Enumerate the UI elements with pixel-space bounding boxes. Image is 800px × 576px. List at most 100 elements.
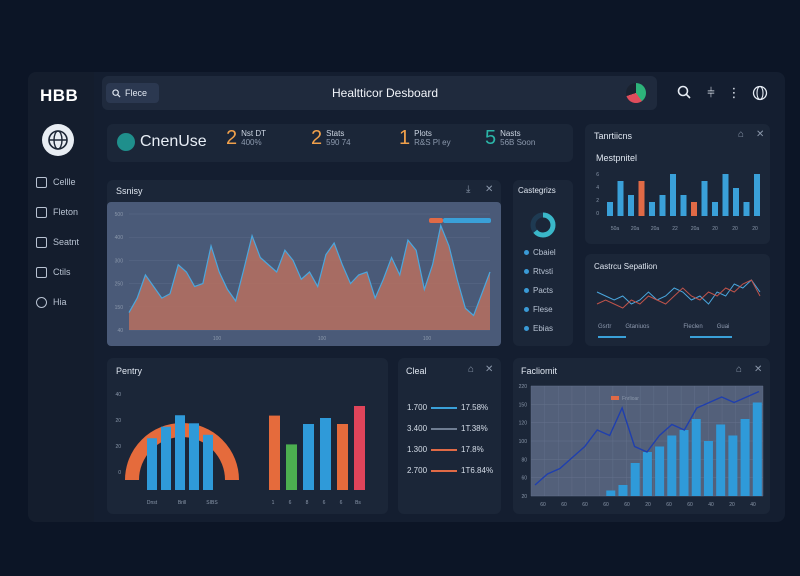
x-tick-label: SIBS: [206, 500, 218, 506]
x-tick-label: 60: [540, 502, 546, 508]
category-item[interactable]: Rtvsti: [524, 267, 553, 276]
legend-entry: Fleclen: [683, 324, 703, 330]
category-item[interactable]: Flese: [524, 305, 553, 314]
x-tick-label: 20: [752, 226, 758, 232]
sidebar-item-3[interactable]: Ctils: [36, 264, 71, 280]
x-tick-label: Dnst: [147, 500, 158, 506]
panel-title: Pentry: [116, 366, 143, 376]
bar: [679, 430, 689, 496]
y-tick-label: 40: [115, 392, 121, 398]
x-tick-label: 20a: [651, 226, 660, 232]
bar: [712, 202, 718, 216]
y-tick-label: 6: [596, 172, 599, 178]
stat-value: 56B Soon: [500, 138, 536, 147]
settings-icon: [36, 296, 47, 308]
row-bar: [431, 448, 458, 451]
close-icon[interactable]: ✕: [756, 129, 765, 140]
legend-swatch: [429, 218, 443, 223]
panel-title: Cleal: [406, 366, 427, 376]
stat-number: 1: [399, 127, 411, 149]
x-tick-label: 20a: [691, 226, 700, 232]
bar: [175, 415, 185, 490]
x-tick-label: 20: [729, 502, 735, 508]
stat-number: 2: [226, 127, 238, 149]
sidebar-item-4[interactable]: Hia: [36, 294, 67, 310]
survey-area-chart: 500 400 300 250 150 40 100 100 100: [107, 202, 501, 346]
search-label: Flece: [125, 88, 148, 98]
y-tick-label: 300: [115, 258, 124, 264]
bar: [203, 434, 213, 490]
panel-title: Castrcu Sepatlion: [594, 262, 658, 271]
x-tick-label: Brill: [178, 500, 186, 506]
y-tick-label: 80: [521, 457, 527, 463]
bar: [716, 424, 726, 496]
brand-name: CnenUse: [140, 133, 207, 150]
categories-panel: [513, 180, 573, 346]
close-icon[interactable]: ✕: [485, 364, 494, 375]
legend-entry: Gtaniuos: [625, 324, 650, 330]
bar: [691, 202, 697, 216]
bar: [161, 426, 171, 490]
avatar[interactable]: [626, 83, 646, 103]
x-tick-label: 60: [561, 502, 567, 508]
y-tick-label: 400: [115, 235, 124, 241]
close-icon[interactable]: ✕: [754, 364, 763, 375]
distribution-legend: Gsrtr Gtaniuos Fleclen Guai: [598, 324, 729, 330]
cleal-row: 3.400 1T.38%: [407, 424, 488, 433]
sidebar-item-0[interactable]: Cellle: [36, 174, 76, 190]
app-logo: HBB: [40, 86, 79, 105]
filter-icon[interactable]: ⫩: [707, 85, 715, 100]
bar: [740, 419, 750, 496]
stat-number: 2: [311, 127, 323, 149]
y-tick-label: 150: [519, 402, 528, 408]
search-icon[interactable]: [676, 85, 692, 101]
cleal-panel: [398, 358, 501, 514]
stats-panel: [107, 124, 573, 162]
sidebar-item-2[interactable]: Seatnt: [36, 234, 79, 250]
bell-icon[interactable]: ⌂: [738, 129, 745, 140]
row-change: 1T.38%: [461, 424, 488, 433]
chart-subtitle: Mestpnitel: [596, 153, 638, 163]
bar: [638, 181, 645, 216]
globe-icon[interactable]: [752, 85, 768, 101]
category-item[interactable]: Ebias: [524, 324, 553, 333]
cleal-row: 2.700 1T6.84%: [407, 466, 493, 475]
sidebar-item-1[interactable]: Fleton: [36, 204, 78, 220]
bar: [147, 438, 157, 490]
bar: [303, 424, 314, 490]
search-input[interactable]: Flece: [106, 83, 159, 103]
category-dot: [524, 269, 529, 274]
stat-item: 2 Stats 590 74: [311, 128, 351, 148]
stat-value: 590 74: [326, 138, 351, 147]
legend-line: [690, 336, 732, 338]
panel-title: Castegrizs: [518, 186, 556, 195]
category-label: Rtvsti: [533, 267, 553, 276]
close-icon[interactable]: ✕: [485, 184, 494, 195]
bell-icon[interactable]: ⌂: [468, 364, 475, 375]
download-icon[interactable]: ⤓: [466, 184, 471, 195]
category-item[interactable]: Cbaiel: [524, 248, 556, 257]
distribution-line-chart: [596, 279, 761, 309]
y-tick-label: 20: [115, 444, 121, 450]
bar: [617, 181, 624, 216]
x-tick-label: 60: [582, 502, 588, 508]
page-title: Healtticor Desboard: [332, 86, 439, 100]
brand-icon: [117, 133, 135, 151]
sidebar-item-label: Ctils: [53, 267, 71, 277]
row-value: 1.700: [407, 403, 428, 412]
calendar-icon: [36, 176, 47, 188]
more-icon[interactable]: ⋮: [727, 85, 741, 100]
bar: [691, 419, 701, 496]
bell-icon[interactable]: ⌂: [736, 364, 743, 375]
globe-icon[interactable]: [42, 124, 74, 156]
bar: [286, 444, 297, 490]
stat-number: 5: [485, 127, 497, 149]
pentry-chart: 40 20 20 0 Dnst Brill SIBS 1 6 8 6 6 Bs: [115, 392, 365, 506]
y-tick-label: 20: [115, 418, 121, 424]
category-label: Ebias: [533, 324, 554, 333]
series-line: [596, 279, 761, 309]
x-tick-label: 1: [272, 500, 275, 506]
category-item[interactable]: Pacts: [524, 286, 553, 295]
bar: [606, 490, 616, 496]
